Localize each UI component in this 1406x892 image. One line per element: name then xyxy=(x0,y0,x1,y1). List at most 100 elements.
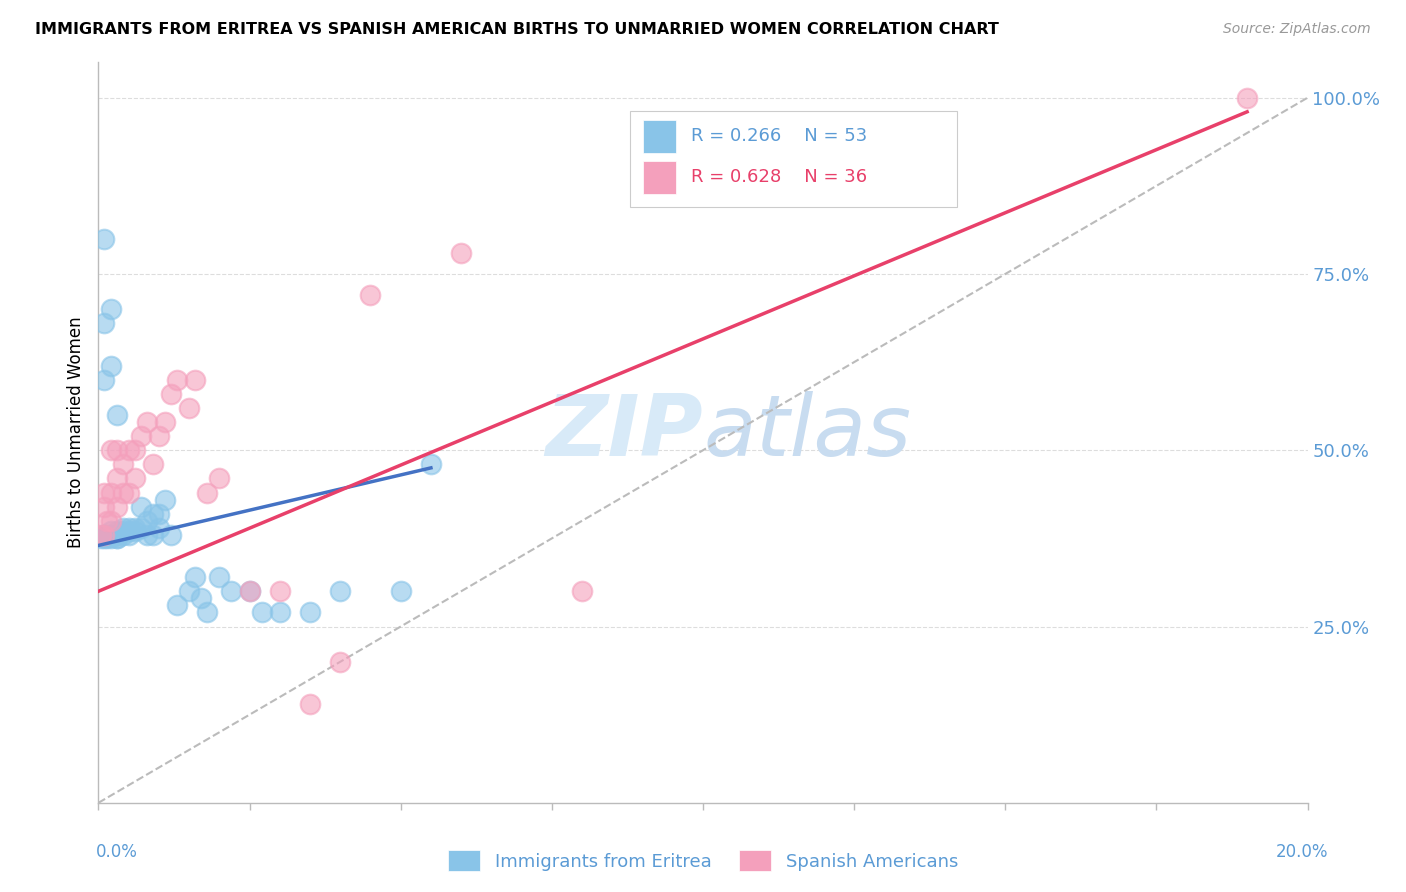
Point xyxy=(124,471,146,485)
Point xyxy=(93,528,115,542)
Point xyxy=(118,524,141,539)
Point xyxy=(179,401,201,415)
Point xyxy=(124,443,146,458)
Point xyxy=(153,415,176,429)
Point xyxy=(100,514,122,528)
Text: atlas: atlas xyxy=(703,391,911,475)
Point xyxy=(118,443,141,458)
Text: Source: ZipAtlas.com: Source: ZipAtlas.com xyxy=(1223,22,1371,37)
Point xyxy=(299,606,322,620)
Point xyxy=(100,532,122,546)
Point xyxy=(105,443,128,458)
Point xyxy=(105,500,128,514)
Point xyxy=(148,521,170,535)
Point xyxy=(93,232,115,246)
Point xyxy=(135,415,157,429)
Point xyxy=(195,606,218,620)
Point xyxy=(118,521,141,535)
Point xyxy=(420,458,443,472)
Bar xyxy=(643,120,676,153)
Text: ZIP: ZIP xyxy=(546,391,703,475)
Y-axis label: Births to Unmarried Women: Births to Unmarried Women xyxy=(66,317,84,549)
Point xyxy=(105,471,128,485)
Point xyxy=(184,570,207,584)
Text: 0.0%: 0.0% xyxy=(96,843,138,861)
Point xyxy=(299,697,322,711)
Point xyxy=(100,302,122,317)
Point xyxy=(160,387,183,401)
Point xyxy=(142,507,165,521)
Point xyxy=(124,521,146,535)
Point xyxy=(153,492,176,507)
Point xyxy=(90,532,112,546)
Point xyxy=(269,584,291,599)
Point xyxy=(148,429,170,443)
Point xyxy=(179,584,201,599)
Point xyxy=(93,532,115,546)
Point xyxy=(93,373,115,387)
Point xyxy=(389,584,412,599)
Point xyxy=(239,584,262,599)
Point xyxy=(329,584,352,599)
Point xyxy=(111,528,134,542)
Point xyxy=(148,507,170,521)
Point xyxy=(1236,91,1258,105)
Text: R = 0.628    N = 36: R = 0.628 N = 36 xyxy=(690,169,868,186)
Point xyxy=(93,316,115,330)
Point xyxy=(100,528,122,542)
Point xyxy=(93,528,115,542)
Point xyxy=(269,606,291,620)
Point xyxy=(142,528,165,542)
Point xyxy=(160,528,183,542)
Point xyxy=(105,408,128,422)
Point xyxy=(96,528,118,542)
Point xyxy=(129,521,152,535)
FancyBboxPatch shape xyxy=(630,111,957,207)
Point xyxy=(184,373,207,387)
Point xyxy=(166,599,188,613)
Point xyxy=(450,245,472,260)
Point xyxy=(111,485,134,500)
Point xyxy=(111,458,134,472)
Point xyxy=(93,528,115,542)
Point xyxy=(100,359,122,373)
Point xyxy=(103,528,125,542)
Point xyxy=(129,429,152,443)
Text: IMMIGRANTS FROM ERITREA VS SPANISH AMERICAN BIRTHS TO UNMARRIED WOMEN CORRELATIO: IMMIGRANTS FROM ERITREA VS SPANISH AMERI… xyxy=(35,22,1000,37)
Point xyxy=(100,485,122,500)
Point xyxy=(96,532,118,546)
Point xyxy=(105,532,128,546)
Point xyxy=(93,485,115,500)
Point xyxy=(100,524,122,539)
Point xyxy=(100,443,122,458)
Text: 20.0%: 20.0% xyxy=(1277,843,1329,861)
Point xyxy=(96,514,118,528)
Point xyxy=(239,584,262,599)
Point xyxy=(135,528,157,542)
Point xyxy=(360,288,382,302)
Point xyxy=(190,591,212,606)
Point xyxy=(221,584,243,599)
Point xyxy=(208,471,231,485)
Point xyxy=(208,570,231,584)
Point xyxy=(100,528,122,542)
Point xyxy=(105,524,128,539)
Point xyxy=(124,524,146,539)
Point xyxy=(250,606,273,620)
Point xyxy=(135,514,157,528)
Point xyxy=(329,655,352,669)
Point xyxy=(195,485,218,500)
Point xyxy=(129,500,152,514)
Point xyxy=(111,524,134,539)
Point xyxy=(111,521,134,535)
Point xyxy=(166,373,188,387)
Text: R = 0.266    N = 53: R = 0.266 N = 53 xyxy=(690,128,868,145)
Point xyxy=(118,485,141,500)
Point xyxy=(93,500,115,514)
Legend: Immigrants from Eritrea, Spanish Americans: Immigrants from Eritrea, Spanish America… xyxy=(440,843,966,879)
Point xyxy=(571,584,593,599)
Point xyxy=(105,532,128,546)
Point xyxy=(118,528,141,542)
Point xyxy=(105,528,128,542)
Point xyxy=(142,458,165,472)
